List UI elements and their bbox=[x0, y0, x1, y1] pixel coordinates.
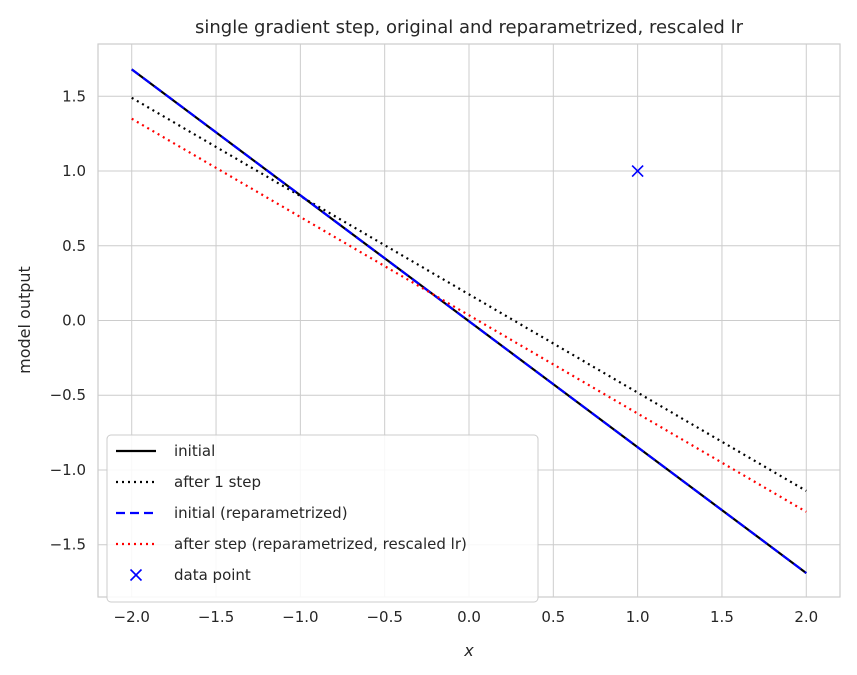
x-tick-labels: −2.0 −1.5 −1.0 −0.5 0.0 0.5 1.0 1.5 2.0 bbox=[114, 608, 819, 626]
x-marker-stroke bbox=[631, 164, 644, 178]
legend-marker bbox=[129, 568, 143, 582]
y-tick-label: −1.0 bbox=[50, 461, 86, 479]
x-tick-label: −1.0 bbox=[282, 608, 318, 626]
y-tick-label: 1.5 bbox=[62, 87, 86, 105]
legend-label: initial (reparametrized) bbox=[174, 504, 348, 522]
y-tick-label: 0.0 bbox=[62, 312, 86, 330]
series-layer bbox=[131, 68, 807, 574]
x-tick-label: 0.0 bbox=[457, 608, 481, 626]
legend-label: after 1 step bbox=[174, 473, 261, 491]
x-marker-stroke bbox=[129, 568, 143, 582]
y-axis-label: model output bbox=[15, 266, 34, 374]
legend-label: initial bbox=[174, 442, 215, 460]
x-axis-label: x bbox=[463, 641, 474, 660]
y-tick-label: −1.5 bbox=[50, 536, 86, 554]
legend-label: data point bbox=[174, 566, 251, 584]
y-tick-labels: −1.5 −1.0 −0.5 0.0 0.5 1.0 1.5 bbox=[50, 87, 86, 553]
series-3-line bbox=[131, 117, 807, 513]
data-point-marker bbox=[631, 164, 644, 178]
x-tick-label: −0.5 bbox=[366, 608, 402, 626]
x-tick-label: 1.5 bbox=[710, 608, 734, 626]
x-tick-label: 2.0 bbox=[794, 608, 818, 626]
x-tick-label: 0.5 bbox=[541, 608, 565, 626]
x-tick-label: −1.5 bbox=[198, 608, 234, 626]
legend: initial after 1 step initial (reparametriz… bbox=[106, 434, 539, 603]
chart-title: single gradient step, original and repar… bbox=[195, 17, 744, 38]
legend-box bbox=[106, 434, 539, 603]
series-1-line bbox=[131, 96, 807, 492]
legend-label: after step (reparametrized, rescaled lr) bbox=[174, 535, 467, 553]
y-tick-label: −0.5 bbox=[50, 386, 86, 404]
y-tick-label: 0.5 bbox=[62, 237, 86, 255]
x-tick-label: −2.0 bbox=[114, 608, 150, 626]
y-tick-label: 1.0 bbox=[62, 162, 86, 180]
x-tick-label: 1.0 bbox=[626, 608, 650, 626]
series-2-line bbox=[131, 68, 807, 574]
